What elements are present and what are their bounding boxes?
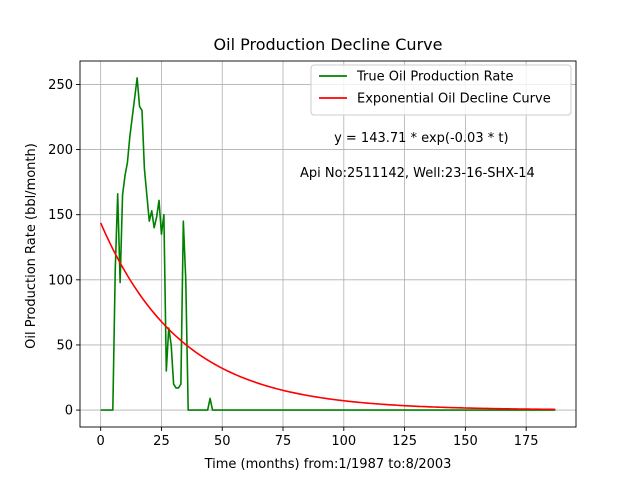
series-exponential-decline bbox=[99, 222, 556, 411]
annotations: y = 143.71 * exp(-0.03 * t) Api No:251114… bbox=[300, 131, 535, 181]
chart-title: Oil Production Decline Curve bbox=[214, 35, 443, 54]
legend: True Oil Production Rate Exponential Oil … bbox=[310, 64, 572, 116]
x-axis-label: Time (months) from:1/1987 to:8/2003 bbox=[204, 457, 452, 472]
y-tick-label: 100 bbox=[48, 273, 73, 288]
x-tick-label: 50 bbox=[214, 434, 231, 449]
legend-box bbox=[310, 64, 572, 116]
x-tick-label: 0 bbox=[97, 434, 105, 449]
y-tick-label: 200 bbox=[48, 143, 73, 158]
y-tick-label: 250 bbox=[48, 78, 73, 93]
y-tick-label: 0 bbox=[65, 404, 73, 419]
y-axis-label: Oil Production Rate (bbl/month) bbox=[24, 143, 39, 349]
axes: 0 25 50 75 100 125 150 175 0 50 100 150 200 250 bbox=[48, 60, 577, 449]
x-tick-label: 125 bbox=[392, 434, 417, 449]
series-group bbox=[99, 77, 556, 411]
x-tick-label: 100 bbox=[331, 434, 356, 449]
x-tick-label: 150 bbox=[453, 434, 478, 449]
annotation-text: Api No:2511142, Well:23-16-SHX-14 bbox=[300, 166, 535, 181]
y-tick-label: 50 bbox=[56, 338, 73, 353]
series-true-oil-production bbox=[100, 77, 556, 411]
legend-label: True Oil Production Rate bbox=[356, 70, 513, 85]
x-tick-label: 25 bbox=[153, 434, 170, 449]
legend-label: Exponential Oil Decline Curve bbox=[357, 92, 551, 107]
x-tick-label: 175 bbox=[514, 434, 539, 449]
plot-frame bbox=[79, 60, 577, 428]
x-tick-label: 75 bbox=[275, 434, 292, 449]
annotation-text: y = 143.71 * exp(-0.03 * t) bbox=[334, 131, 508, 146]
y-tick-label: 150 bbox=[48, 208, 73, 223]
